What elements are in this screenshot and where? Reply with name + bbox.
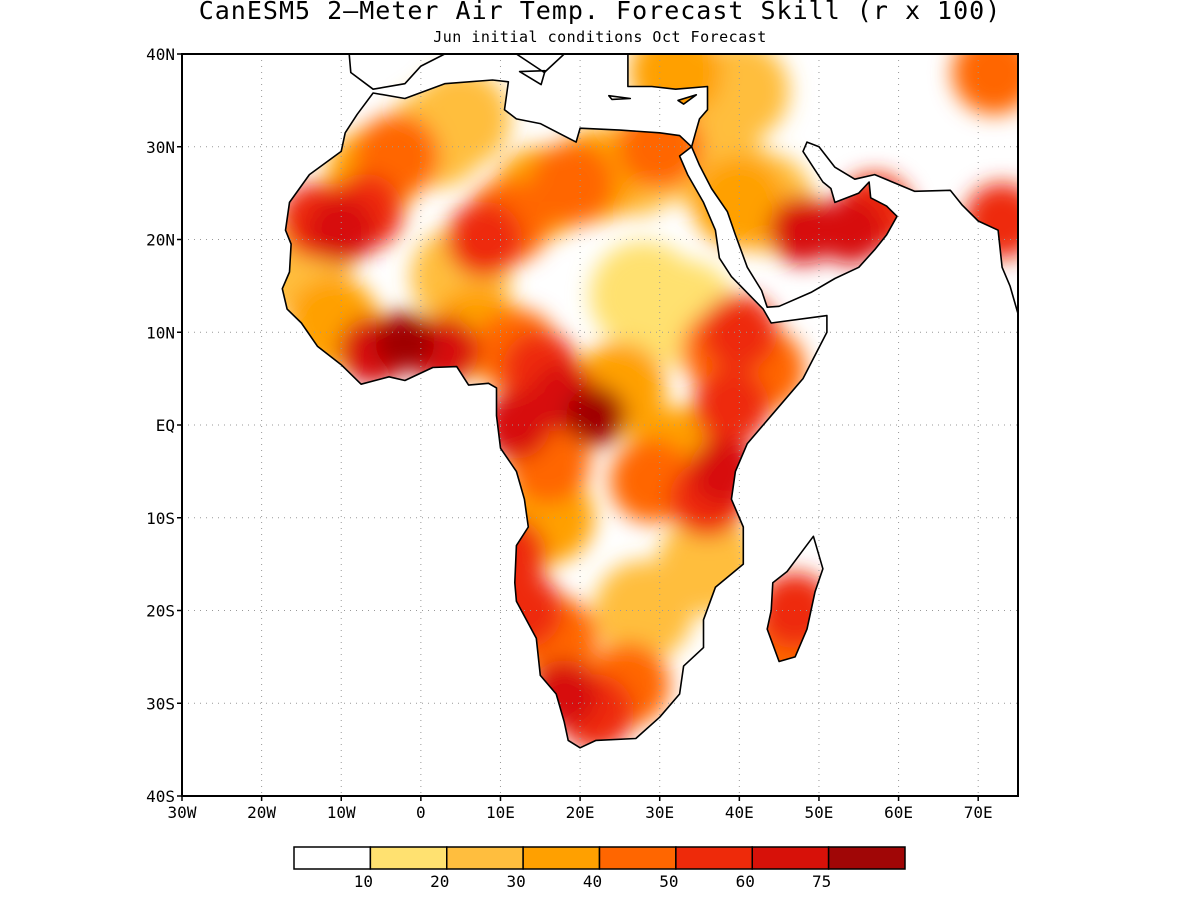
skill-region-47 — [757, 572, 834, 649]
coastline-5 — [518, 69, 546, 86]
map-title: CanESM5 2—Meter Air Temp. Forecast Skill… — [198, 0, 1002, 25]
coastline-7 — [677, 94, 698, 105]
lat-tick-label-4: EQ — [156, 416, 175, 435]
lat-tick-label-0: 40N — [146, 45, 175, 64]
skill-region-37 — [446, 201, 523, 278]
lon-tick-label-1: 20W — [247, 803, 276, 822]
coastline-8 — [1056, 334, 1072, 369]
coastlines — [281, 54, 1072, 749]
coastline-0 — [281, 79, 828, 749]
coastline-6 — [608, 94, 632, 101]
skill-shading — [282, 54, 1018, 748]
skill-region-58 — [566, 385, 627, 446]
skill-region-26 — [952, 54, 1018, 115]
legend-label-0: 10 — [354, 872, 373, 891]
lon-tick-label-3: 0 — [416, 803, 426, 822]
legend-label-1: 20 — [430, 872, 449, 891]
legend-label-5: 60 — [736, 872, 755, 891]
legend-swatch-6 — [751, 846, 830, 870]
skill-region-48 — [307, 196, 376, 265]
lon-tick-label-6: 30E — [645, 803, 674, 822]
lat-tick-label-2: 20N — [146, 231, 175, 250]
legend-label-3: 40 — [583, 872, 602, 891]
legend-swatch-3 — [522, 846, 601, 870]
lat-tick-label-8: 40S — [146, 787, 175, 806]
legend-swatch-2 — [446, 846, 524, 870]
lon-tick-label-5: 20E — [566, 803, 595, 822]
lon-tick-label-8: 50E — [804, 803, 833, 822]
legend-label-2: 30 — [506, 872, 525, 891]
lon-tick-label-10: 70E — [964, 803, 993, 822]
skill-region-50 — [816, 196, 885, 265]
coastline-2 — [766, 535, 824, 663]
legend-swatch-4 — [598, 846, 677, 870]
skill-region-57 — [374, 311, 435, 372]
lat-tick-label-1: 30N — [146, 138, 175, 157]
lon-tick-label-9: 60E — [884, 803, 913, 822]
lon-tick-label-4: 10E — [486, 803, 515, 822]
coastline-1 — [627, 54, 1018, 315]
legend-swatch-0 — [293, 846, 372, 870]
legend-swatch-1 — [369, 846, 448, 870]
legend-swatch-5 — [675, 846, 753, 870]
coastline-3 — [348, 54, 446, 90]
lat-tick-label-3: 10N — [146, 323, 175, 342]
skill-region-41 — [693, 368, 770, 445]
legend-label-4: 50 — [659, 872, 678, 891]
lat-tick-label-5: 10S — [146, 509, 175, 528]
skill-region-24 — [530, 141, 615, 226]
coastline-4 — [515, 54, 565, 74]
color-legend: 10 20 30 40 50 60 75 — [293, 846, 906, 891]
grid-lines — [182, 54, 1018, 796]
skill-region-53 — [689, 437, 758, 506]
lat-tick-label-6: 20S — [146, 602, 175, 621]
lon-tick-label-2: 10W — [327, 803, 356, 822]
legend-swatch-7 — [827, 846, 906, 870]
map-subtitle: Jun initial conditions Oct Forecast — [433, 28, 767, 46]
skill-region-39 — [964, 182, 1018, 259]
skill-region-40 — [701, 294, 778, 371]
skill-region-55 — [482, 391, 551, 459]
lat-tick-label-7: 30S — [146, 694, 175, 713]
lon-tick-label-7: 40E — [725, 803, 754, 822]
lon-tick-label-0: 30W — [168, 803, 197, 822]
legend-label-6: 75 — [812, 872, 831, 891]
skill-region-49 — [769, 196, 838, 265]
